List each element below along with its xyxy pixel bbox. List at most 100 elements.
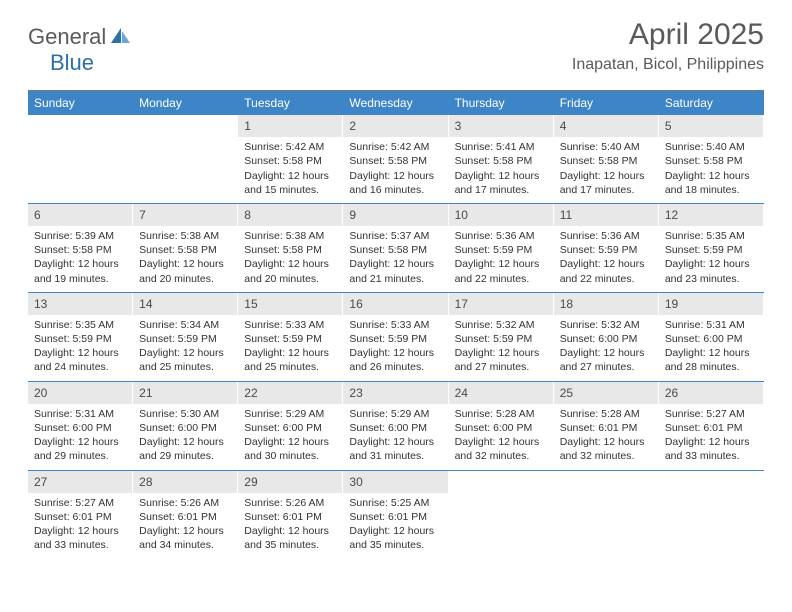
day-number: 26 bbox=[659, 382, 763, 404]
sunrise-text: Sunrise: 5:42 AM bbox=[349, 140, 441, 154]
day-number: 15 bbox=[238, 293, 342, 315]
daylight-text: Daylight: 12 hours and 33 minutes. bbox=[34, 524, 126, 552]
sunrise-text: Sunrise: 5:30 AM bbox=[139, 407, 231, 421]
day-number: 30 bbox=[343, 471, 447, 493]
sunrise-text: Sunrise: 5:29 AM bbox=[244, 407, 336, 421]
sunset-text: Sunset: 5:58 PM bbox=[139, 243, 231, 257]
day-number: 29 bbox=[238, 471, 342, 493]
day-number: 12 bbox=[659, 204, 763, 226]
sunset-text: Sunset: 6:00 PM bbox=[349, 421, 441, 435]
day-content: Sunrise: 5:38 AMSunset: 5:58 PMDaylight:… bbox=[133, 226, 237, 292]
daylight-text: Daylight: 12 hours and 19 minutes. bbox=[34, 257, 126, 285]
calendar-cell: 17Sunrise: 5:32 AMSunset: 5:59 PMDayligh… bbox=[449, 293, 554, 381]
sunrise-text: Sunrise: 5:29 AM bbox=[349, 407, 441, 421]
weekday-header: Sunday bbox=[28, 91, 133, 115]
calendar-cell: 29Sunrise: 5:26 AMSunset: 6:01 PMDayligh… bbox=[238, 471, 343, 559]
sunrise-text: Sunrise: 5:27 AM bbox=[665, 407, 757, 421]
calendar-cell: 9Sunrise: 5:37 AMSunset: 5:58 PMDaylight… bbox=[343, 204, 448, 292]
weekday-header: Saturday bbox=[659, 91, 764, 115]
day-number: 20 bbox=[28, 382, 132, 404]
calendar-cell: 5Sunrise: 5:40 AMSunset: 5:58 PMDaylight… bbox=[659, 115, 764, 203]
sunset-text: Sunset: 5:58 PM bbox=[349, 154, 441, 168]
calendar-cell: 16Sunrise: 5:33 AMSunset: 5:59 PMDayligh… bbox=[343, 293, 448, 381]
day-number: 24 bbox=[449, 382, 553, 404]
daylight-text: Daylight: 12 hours and 25 minutes. bbox=[139, 346, 231, 374]
day-content: Sunrise: 5:33 AMSunset: 5:59 PMDaylight:… bbox=[343, 315, 447, 381]
day-number: 2 bbox=[343, 115, 447, 137]
day-content: Sunrise: 5:25 AMSunset: 6:01 PMDaylight:… bbox=[343, 493, 447, 559]
sunset-text: Sunset: 6:00 PM bbox=[34, 421, 126, 435]
sunset-text: Sunset: 5:59 PM bbox=[349, 332, 441, 346]
day-content: Sunrise: 5:32 AMSunset: 6:00 PMDaylight:… bbox=[554, 315, 658, 381]
sunset-text: Sunset: 5:58 PM bbox=[244, 243, 336, 257]
weekday-header: Monday bbox=[133, 91, 238, 115]
day-number bbox=[554, 471, 658, 493]
calendar-cell: 30Sunrise: 5:25 AMSunset: 6:01 PMDayligh… bbox=[343, 471, 448, 559]
day-number: 18 bbox=[554, 293, 658, 315]
calendar-cell: 1Sunrise: 5:42 AMSunset: 5:58 PMDaylight… bbox=[238, 115, 343, 203]
day-content: Sunrise: 5:39 AMSunset: 5:58 PMDaylight:… bbox=[28, 226, 132, 292]
calendar-cell: 12Sunrise: 5:35 AMSunset: 5:59 PMDayligh… bbox=[659, 204, 764, 292]
sunrise-text: Sunrise: 5:26 AM bbox=[139, 496, 231, 510]
sunrise-text: Sunrise: 5:33 AM bbox=[244, 318, 336, 332]
sunrise-text: Sunrise: 5:36 AM bbox=[455, 229, 547, 243]
calendar-cell: 27Sunrise: 5:27 AMSunset: 6:01 PMDayligh… bbox=[28, 471, 133, 559]
day-content: Sunrise: 5:31 AMSunset: 6:00 PMDaylight:… bbox=[28, 404, 132, 470]
day-number: 13 bbox=[28, 293, 132, 315]
calendar-cell: 25Sunrise: 5:28 AMSunset: 6:01 PMDayligh… bbox=[554, 382, 659, 470]
daylight-text: Daylight: 12 hours and 30 minutes. bbox=[244, 435, 336, 463]
day-number: 16 bbox=[343, 293, 447, 315]
sunrise-text: Sunrise: 5:37 AM bbox=[349, 229, 441, 243]
day-number: 4 bbox=[554, 115, 658, 137]
sunset-text: Sunset: 5:59 PM bbox=[244, 332, 336, 346]
calendar-cell bbox=[28, 115, 133, 203]
day-content: Sunrise: 5:42 AMSunset: 5:58 PMDaylight:… bbox=[343, 137, 447, 203]
day-content: Sunrise: 5:28 AMSunset: 6:01 PMDaylight:… bbox=[554, 404, 658, 470]
daylight-text: Daylight: 12 hours and 35 minutes. bbox=[349, 524, 441, 552]
daylight-text: Daylight: 12 hours and 34 minutes. bbox=[139, 524, 231, 552]
sunrise-text: Sunrise: 5:32 AM bbox=[455, 318, 547, 332]
sunrise-text: Sunrise: 5:25 AM bbox=[349, 496, 441, 510]
sunset-text: Sunset: 5:59 PM bbox=[139, 332, 231, 346]
calendar-cell: 7Sunrise: 5:38 AMSunset: 5:58 PMDaylight… bbox=[133, 204, 238, 292]
day-number: 7 bbox=[133, 204, 237, 226]
logo-sail-icon bbox=[110, 26, 132, 49]
sunset-text: Sunset: 5:59 PM bbox=[665, 243, 757, 257]
sunset-text: Sunset: 6:01 PM bbox=[34, 510, 126, 524]
month-title: April 2025 bbox=[572, 18, 764, 52]
day-number: 8 bbox=[238, 204, 342, 226]
calendar-cell: 21Sunrise: 5:30 AMSunset: 6:00 PMDayligh… bbox=[133, 382, 238, 470]
calendar-cell: 15Sunrise: 5:33 AMSunset: 5:59 PMDayligh… bbox=[238, 293, 343, 381]
day-number bbox=[28, 115, 132, 137]
daylight-text: Daylight: 12 hours and 29 minutes. bbox=[139, 435, 231, 463]
daylight-text: Daylight: 12 hours and 26 minutes. bbox=[349, 346, 441, 374]
day-content: Sunrise: 5:33 AMSunset: 5:59 PMDaylight:… bbox=[238, 315, 342, 381]
calendar-cell: 2Sunrise: 5:42 AMSunset: 5:58 PMDaylight… bbox=[343, 115, 448, 203]
daylight-text: Daylight: 12 hours and 27 minutes. bbox=[560, 346, 652, 374]
daylight-text: Daylight: 12 hours and 17 minutes. bbox=[560, 169, 652, 197]
day-content: Sunrise: 5:34 AMSunset: 5:59 PMDaylight:… bbox=[133, 315, 237, 381]
day-content: Sunrise: 5:28 AMSunset: 6:00 PMDaylight:… bbox=[449, 404, 553, 470]
calendar-cell: 28Sunrise: 5:26 AMSunset: 6:01 PMDayligh… bbox=[133, 471, 238, 559]
calendar-cell: 18Sunrise: 5:32 AMSunset: 6:00 PMDayligh… bbox=[554, 293, 659, 381]
day-number: 25 bbox=[554, 382, 658, 404]
calendar-cell: 22Sunrise: 5:29 AMSunset: 6:00 PMDayligh… bbox=[238, 382, 343, 470]
daylight-text: Daylight: 12 hours and 22 minutes. bbox=[455, 257, 547, 285]
day-content: Sunrise: 5:35 AMSunset: 5:59 PMDaylight:… bbox=[28, 315, 132, 381]
sunrise-text: Sunrise: 5:31 AM bbox=[34, 407, 126, 421]
day-content: Sunrise: 5:32 AMSunset: 5:59 PMDaylight:… bbox=[449, 315, 553, 381]
calendar-cell bbox=[554, 471, 659, 559]
sunrise-text: Sunrise: 5:41 AM bbox=[455, 140, 547, 154]
day-number: 23 bbox=[343, 382, 447, 404]
calendar-cell: 11Sunrise: 5:36 AMSunset: 5:59 PMDayligh… bbox=[554, 204, 659, 292]
calendar-cell: 20Sunrise: 5:31 AMSunset: 6:00 PMDayligh… bbox=[28, 382, 133, 470]
sunset-text: Sunset: 5:58 PM bbox=[560, 154, 652, 168]
daylight-text: Daylight: 12 hours and 21 minutes. bbox=[349, 257, 441, 285]
day-content: Sunrise: 5:36 AMSunset: 5:59 PMDaylight:… bbox=[554, 226, 658, 292]
sunset-text: Sunset: 6:01 PM bbox=[139, 510, 231, 524]
day-content: Sunrise: 5:29 AMSunset: 6:00 PMDaylight:… bbox=[238, 404, 342, 470]
daylight-text: Daylight: 12 hours and 27 minutes. bbox=[455, 346, 547, 374]
calendar-grid: SundayMondayTuesdayWednesdayThursdayFrid… bbox=[28, 90, 764, 558]
sunrise-text: Sunrise: 5:38 AM bbox=[244, 229, 336, 243]
day-number: 19 bbox=[659, 293, 763, 315]
